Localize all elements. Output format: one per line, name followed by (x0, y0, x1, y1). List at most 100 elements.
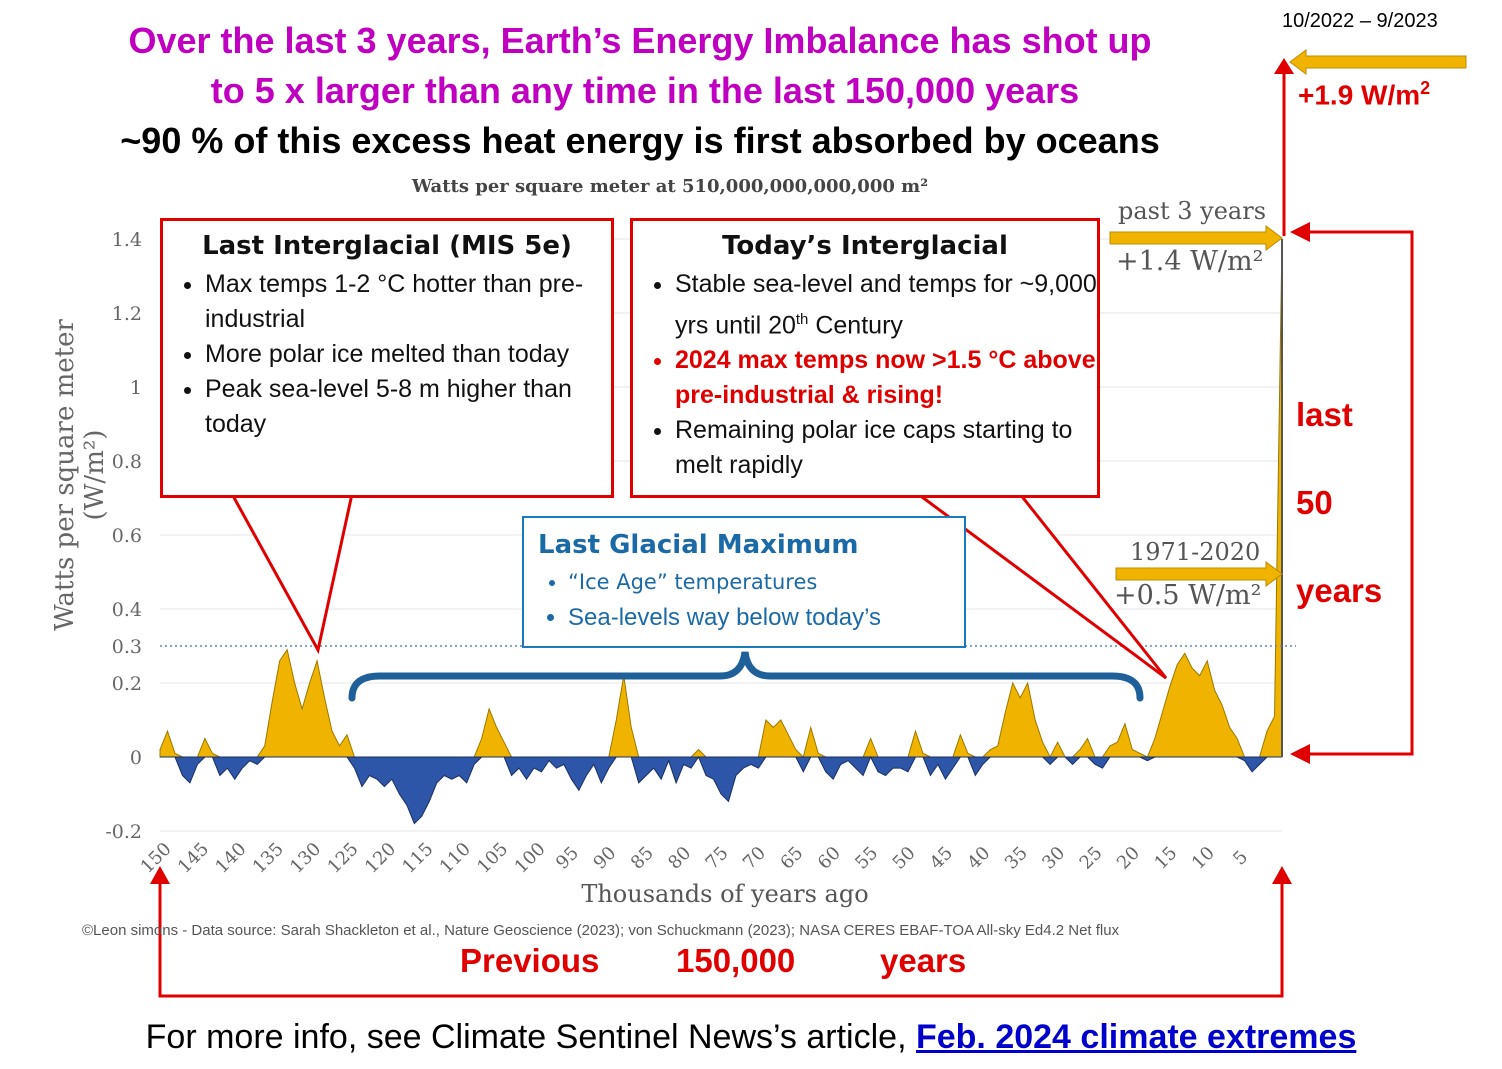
x-tick-label: 25 (1076, 843, 1107, 874)
y-tick-label: 0.3 (112, 636, 142, 658)
y-tick-label: 0.4 (112, 599, 142, 621)
mis5e-box: Last Interglacial (MIS 5e) Max temps 1-2… (160, 218, 614, 498)
previous-arrowhead-left (150, 866, 170, 884)
x-tick-label: 30 (1038, 843, 1069, 874)
x-tick-label: 80 (664, 843, 695, 874)
previous-word2: 150,000 (676, 942, 796, 979)
x-tick-label: 145 (174, 839, 213, 878)
x-tick-label: 120 (361, 839, 400, 878)
recent-date-range: 10/2022 – 9/2023 (1282, 10, 1438, 32)
x-tick-label: 105 (473, 839, 512, 878)
x-tick-label: 110 (436, 839, 475, 878)
recent-red-arrowhead (1274, 58, 1294, 74)
x-tick-label: 45 (926, 843, 957, 874)
today-item: Remaining polar ice caps starting to mel… (675, 413, 1097, 483)
last50-arrowhead-top (1290, 222, 1310, 242)
x-tick-label: 90 (589, 843, 620, 874)
lgm-list: “Ice Age” temperatures Sea-levels way be… (524, 564, 964, 636)
recent-arrow (1289, 49, 1467, 75)
last50-word2: 50 (1296, 484, 1333, 521)
x-tick-label: 95 (552, 843, 583, 874)
x-tick-label: 5 (1229, 847, 1252, 870)
x-tick-label: 55 (851, 843, 882, 874)
today-item: 2024 max temps now >1.5 °C above pre-ind… (675, 343, 1097, 413)
x-tick-label: 135 (249, 839, 288, 878)
negative-area (160, 755, 1282, 825)
x-axis-label: Thousands of years ago (581, 880, 869, 908)
lgm-box: Last Glacial Maximum “Ice Age” temperatu… (522, 516, 966, 648)
x-tick-label: 130 (286, 839, 325, 878)
lgm-item: “Ice Age” temperatures (568, 564, 964, 600)
y-tick-label: 1.4 (112, 229, 142, 251)
today-item1-sup: th (795, 311, 809, 328)
today-list: Stable sea-level and temps for ~9,000 yr… (633, 267, 1097, 483)
x-tick-label: 115 (398, 839, 437, 878)
lgm-brace (348, 651, 1144, 702)
period1971-label: 1971-2020 (1130, 538, 1261, 566)
x-tick-label: 70 (739, 843, 770, 874)
y-tick-labels: 1.4 1.2 1 0.8 0.6 0.4 0.3 0.2 0 -0.2 (105, 229, 142, 843)
today-title: Today’s Interglacial (722, 231, 1008, 261)
previous-arrowhead-right (1272, 866, 1292, 884)
credit-line: ©Leon simons - Data source: Sarah Shackl… (82, 922, 1120, 939)
y-tick-label: 0.2 (112, 673, 142, 695)
x-tick-label: 65 (776, 843, 807, 874)
x-tick-label: 140 (211, 839, 250, 878)
x-tick-label: 10 (1188, 843, 1219, 874)
x-tick-label: 20 (1113, 843, 1144, 874)
recent-flux-text: +1.9 W/m (1298, 79, 1421, 111)
period1971-value: +0.5 W/m² (1114, 580, 1262, 611)
y-tick-label: 1.2 (112, 303, 142, 325)
previous-bracket (158, 880, 1284, 998)
headline-line1-post: has shot up (949, 20, 1152, 61)
x-tick-label: 125 (324, 839, 363, 878)
headline-line1-pre: Over the last 3 years, (128, 20, 491, 61)
footer-article-link[interactable]: Feb. 2024 climate extremes (915, 1018, 1357, 1056)
period1971-arrow (1115, 561, 1283, 587)
y-tick-label: -0.2 (105, 821, 142, 843)
headline-line1-em: Earth’s Energy Imbalance (500, 20, 940, 61)
mis5e-pointer (229, 492, 354, 655)
previous-word1: Previous (460, 942, 600, 979)
recent-flux-sup: 2 (1420, 78, 1431, 98)
today-item1-text: Stable sea-level and temps for ~9,000 yr… (675, 270, 1097, 340)
footer-text: For more info, see Climate Sentinel News… (145, 1018, 916, 1056)
x-tick-label: 40 (963, 843, 994, 874)
mis5e-title: Last Interglacial (MIS 5e) (202, 231, 572, 261)
x-tick-label: 100 (511, 839, 550, 878)
lgm-item: Sea-levels way below today’s (568, 600, 964, 636)
headline-line2: to 5 x larger than any time in the last … (210, 70, 1080, 111)
x-tick-label: 15 (1150, 843, 1181, 874)
y-tick-label: 0.8 (112, 451, 142, 473)
recent-flux-value: +1.9 W/m2 (1298, 78, 1430, 111)
past3-value: +1.4 W/m² (1116, 246, 1264, 277)
x-tick-label: 50 (889, 843, 920, 874)
last50-word3: years (1296, 572, 1383, 609)
x-tick-label: 75 (702, 843, 733, 874)
x-tick-label: 35 (1001, 843, 1032, 874)
today-item: Stable sea-level and temps for ~9,000 yr… (675, 267, 1097, 343)
last50-arrowhead-bottom (1290, 744, 1310, 764)
mis5e-item: Max temps 1-2 °C hotter than pre-industr… (205, 267, 611, 337)
y-tick-label: 0 (130, 747, 142, 769)
headline-line1: Over the last 3 years, Earth’s Energy Im… (0, 20, 1280, 62)
x-tick-label: 60 (814, 843, 845, 874)
chart-title: Watts per square meter at 510,000,000,00… (411, 176, 929, 197)
y-tick-label: 1 (130, 377, 142, 399)
past3-arrow (1109, 225, 1283, 251)
x-tick-label: 85 (627, 843, 658, 874)
last50-bracket (1306, 230, 1414, 756)
today-item1-post: Century (808, 311, 903, 340)
footer: For more info, see Climate Sentinel News… (0, 1018, 1502, 1057)
last50-word1: last (1296, 396, 1353, 433)
mis5e-list: Max temps 1-2 °C hotter than pre-industr… (163, 267, 611, 442)
headline-line3: ~90 % of this excess heat energy is firs… (120, 120, 1160, 161)
data-areas (159, 238, 1283, 825)
lgm-title: Last Glacial Maximum (538, 530, 859, 560)
y-tick-label: 0.6 (112, 525, 142, 547)
mis5e-item: Peak sea-level 5-8 m higher than today (205, 372, 611, 442)
previous-word3: years (880, 942, 967, 979)
x-tick-label: 150 (137, 839, 176, 878)
